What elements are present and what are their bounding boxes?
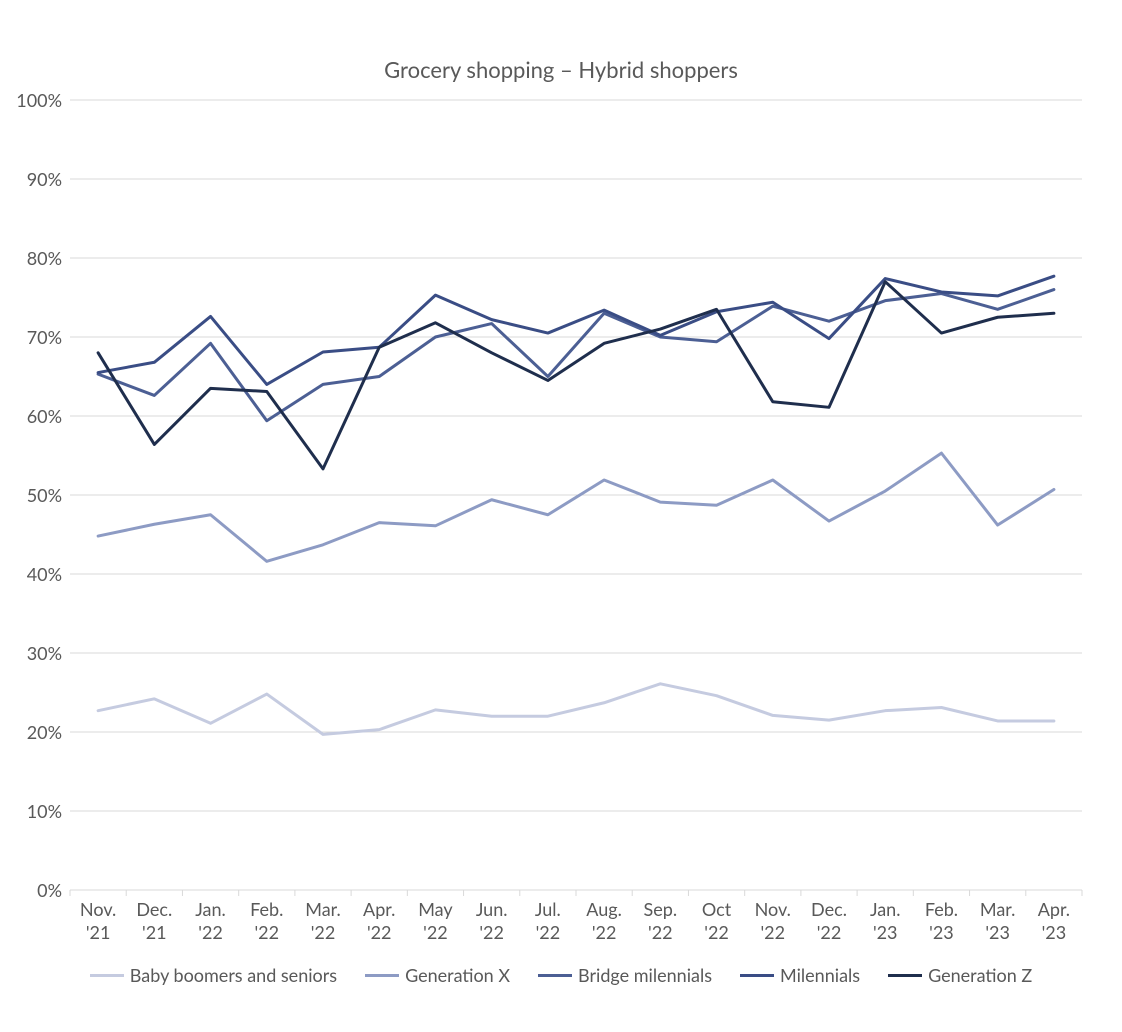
y-axis-labels: 0%10%20%30%40%50%60%70%80%90%100% (0, 100, 62, 890)
y-tick-label: 20% (27, 721, 62, 743)
legend-label: Baby boomers and seniors (130, 964, 337, 986)
legend-label: Bridge milennials (578, 964, 712, 986)
x-tick-label: Dec. '22 (801, 898, 857, 943)
x-tick-label: Sep. '22 (632, 898, 688, 943)
y-tick-label: 70% (27, 326, 62, 348)
legend-swatch (365, 974, 399, 977)
x-tick-label: Apr. '22 (351, 898, 407, 943)
x-tick-label: Oct '22 (688, 898, 744, 943)
legend-item: Generation Z (888, 964, 1032, 986)
x-tick-label: Jun. '22 (464, 898, 520, 943)
y-tick-label: 50% (27, 484, 62, 506)
x-tick-label: Dec. '21 (126, 898, 182, 943)
chart-svg (70, 100, 1082, 890)
plot-area (70, 100, 1082, 890)
line-chart: Grocery shopping – Hybrid shoppers 0% 10%… (0, 0, 1122, 1032)
legend-swatch (90, 974, 124, 977)
x-tick-label: Jan. '22 (182, 898, 238, 943)
x-tick-label: Feb. '23 (913, 898, 969, 943)
x-tick-label: Jul. '22 (520, 898, 576, 943)
y-tick-label: 40% (27, 563, 62, 585)
chart-title: Grocery shopping – Hybrid shoppers (0, 56, 1122, 83)
legend-item: Generation X (365, 964, 510, 986)
x-tick-label: Mar. '22 (295, 898, 351, 943)
legend-swatch (888, 974, 922, 977)
y-tick-label: 0% (37, 879, 62, 901)
y-tick-label: 100% (16, 89, 62, 111)
x-tick-label: Mar. '23 (970, 898, 1026, 943)
x-tick-label: May '22 (407, 898, 463, 943)
legend-swatch (740, 974, 774, 977)
legend-label: Milennials (780, 964, 860, 986)
x-tick-label: Feb. '22 (239, 898, 295, 943)
legend-item: Baby boomers and seniors (90, 964, 337, 986)
legend-item: Bridge milennials (538, 964, 712, 986)
x-tick-label: Nov. '22 (745, 898, 801, 943)
y-tick-label: 80% (27, 247, 62, 269)
y-tick-label: 60% (27, 405, 62, 427)
y-tick-label: 30% (27, 642, 62, 664)
x-tick-label: Apr. '23 (1026, 898, 1082, 943)
legend-label: Generation X (405, 964, 510, 986)
legend-item: Milennials (740, 964, 860, 986)
y-tick-label: 10% (27, 800, 62, 822)
legend-swatch (538, 974, 572, 977)
x-tick-label: Jan. '23 (857, 898, 913, 943)
legend-label: Generation Z (928, 964, 1032, 986)
x-tick-label: Nov. '21 (70, 898, 126, 943)
legend: Baby boomers and seniors Generation X Brid… (0, 964, 1122, 986)
x-tick-label: Aug. '22 (576, 898, 632, 943)
y-tick-label: 90% (27, 168, 62, 190)
